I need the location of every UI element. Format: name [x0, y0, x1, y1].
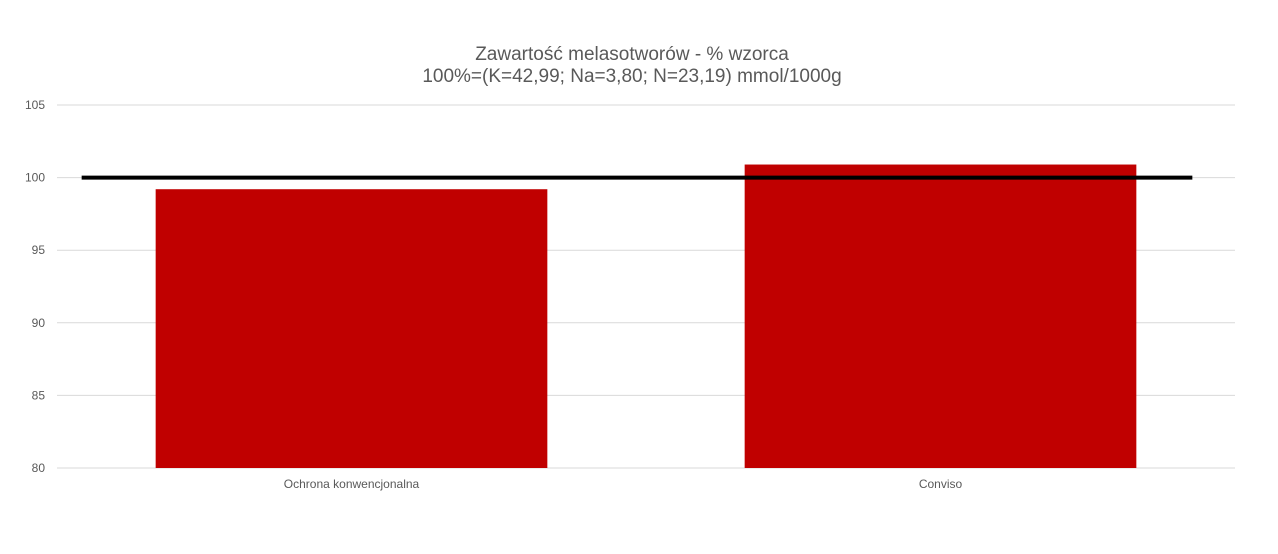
bar-1 [744, 164, 1137, 469]
y-tick-label: 105 [25, 98, 45, 112]
bar-0 [155, 189, 548, 468]
chart-title: Zawartość melasotworów - % wzorca [475, 44, 789, 65]
x-category-label: Conviso [919, 477, 963, 491]
x-category-label: Ochrona konwencjonalna [284, 477, 420, 491]
bars [155, 164, 1137, 469]
x-axis-labels: Ochrona konwencjonalna Conviso [284, 477, 963, 491]
y-tick-label: 100 [25, 171, 45, 185]
y-tick-label: 85 [32, 388, 46, 402]
chart-subtitle: 100%=(K=42,99; Na=3,80; N=23,19) mmol/10… [422, 66, 841, 87]
y-axis-ticks: 80 85 90 95 100 105 [25, 98, 45, 475]
y-tick-label: 90 [32, 316, 46, 330]
y-tick-label: 80 [32, 461, 46, 475]
y-tick-label: 95 [32, 243, 46, 257]
